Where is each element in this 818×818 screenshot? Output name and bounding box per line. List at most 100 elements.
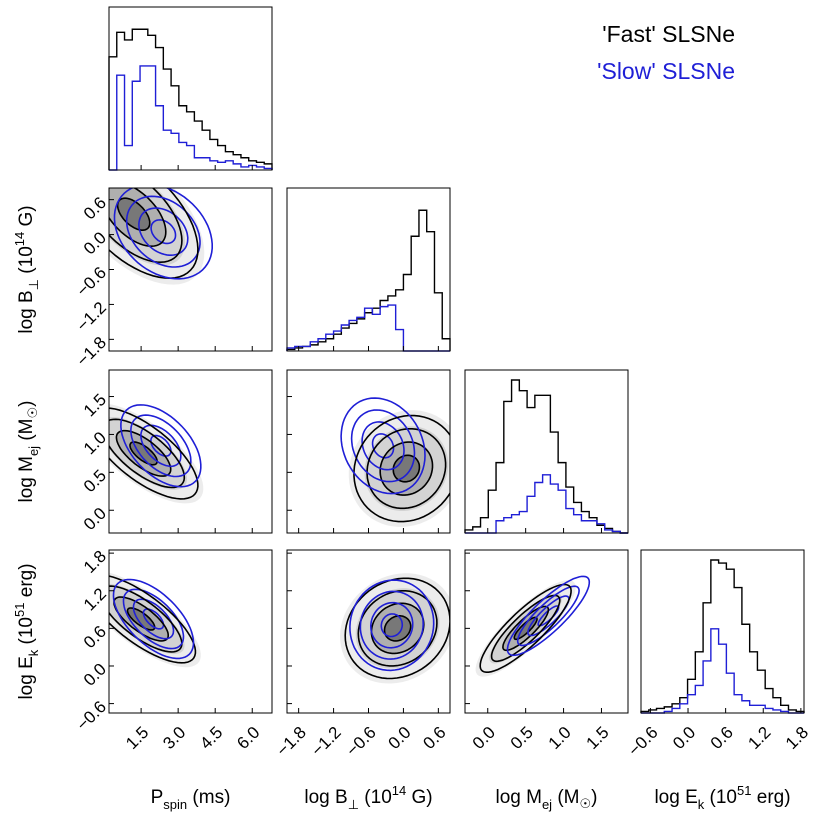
legend-item-1: 'Slow' SLSNe: [597, 58, 735, 84]
contour-slow: [506, 575, 591, 657]
x-tick-label: 0.0: [669, 723, 699, 753]
panel-frame-1-1: [286, 187, 451, 352]
contour-slow: [132, 598, 175, 640]
y-tick-label: 1.8: [80, 547, 110, 577]
contour-fast: [109, 188, 199, 280]
axis-label-part: 14: [12, 232, 27, 246]
axis-label-part: ⊥: [348, 797, 359, 812]
axis-label-part: (ms): [187, 787, 230, 808]
contours-p-b: [109, 188, 213, 280]
x-tick-label: 1.8: [782, 723, 812, 753]
x-tick-label: 0.0: [469, 723, 499, 753]
density-p-b: [109, 188, 205, 285]
axis-label-part: log B: [16, 290, 37, 333]
axis-label-part: erg): [16, 563, 37, 602]
panel-frame-0-0: [108, 6, 273, 171]
x-tick-label: −0.6: [624, 723, 661, 760]
panel-frame-2-0: [108, 369, 273, 534]
contour-layer: [109, 188, 591, 680]
contours-m-e: [479, 575, 591, 673]
contour-fast: [353, 414, 450, 523]
x-tick-label: −1.8: [273, 723, 310, 760]
contour-slow: [112, 578, 195, 660]
contour-fast: [366, 428, 447, 510]
axis-label-part: k: [698, 797, 705, 812]
axis-label-part: (10: [16, 617, 37, 650]
axis-label-part: log M: [495, 787, 541, 808]
y-tick-label: 1.5: [80, 390, 110, 420]
y-axis-label-m: log Mej (M☉): [16, 400, 41, 502]
y-tick-label: 0.6: [80, 622, 110, 652]
contours-p-m: [109, 404, 202, 500]
axis-label-part: erg): [751, 787, 790, 808]
axis-label-part: log E: [16, 656, 37, 699]
y-tick-label: 0.0: [80, 504, 110, 534]
y-tick-label: 0.5: [80, 466, 110, 496]
axis-label-part: G): [406, 787, 432, 808]
x-tick-label: 0.5: [507, 723, 537, 753]
contour-slow: [138, 207, 189, 256]
density-b-e: [340, 573, 450, 684]
contour-fast: [490, 594, 561, 663]
axis-label-part: G): [16, 205, 37, 231]
legend: 'Fast' SLSNe 'Slow' SLSNe: [597, 21, 735, 84]
y-axis-label-e: log Ek (1051 erg): [12, 563, 41, 699]
legend-item-0: 'Fast' SLSNe: [602, 21, 735, 47]
x-tick-label: 1.2: [744, 723, 774, 753]
axis-label-part: (M: [16, 418, 37, 445]
axis-label-part: (10: [16, 246, 37, 279]
contour-fast: [109, 575, 197, 664]
contour-slow: [369, 601, 414, 649]
axis-label-part: ⊥: [26, 279, 41, 290]
y-axis-label-b: log B⊥ (1014 G): [12, 205, 41, 333]
y-tick-label: 0.0: [80, 660, 110, 690]
axis-label-part: 14: [392, 783, 406, 798]
x-tick-label: 1.5: [583, 723, 613, 753]
density-level: [384, 615, 411, 641]
contour-slow: [380, 613, 404, 638]
panel-frame-3-3: [640, 549, 805, 714]
contour-slow: [122, 588, 185, 650]
density-p-e: [109, 572, 201, 668]
contour-fast: [392, 454, 421, 483]
y-tick-label: −0.6: [73, 697, 110, 734]
axis-label-part: log B: [304, 787, 347, 808]
histogram-m-fast: [464, 379, 628, 534]
x-tick-label: 1.0: [545, 723, 575, 753]
histogram-b-fast: [286, 209, 451, 351]
histogram-p-slow: [109, 65, 273, 171]
histogram-e-slow: [641, 628, 804, 714]
axis-label-part: log M: [16, 456, 37, 502]
axis-label-part: (10: [359, 787, 392, 808]
y-tick-label: −0.6: [73, 263, 110, 300]
contour-slow: [113, 188, 213, 280]
contours-b-m: [340, 397, 450, 523]
x-axis-label-m: log Mej (M☉): [495, 787, 597, 812]
contour-slow: [350, 409, 416, 483]
contour-slow: [120, 404, 202, 488]
panel-frame-3-2: [464, 549, 629, 714]
x-axis-label-p: Pspin (ms): [151, 787, 231, 812]
contour-slow: [142, 608, 165, 630]
histogram-layer: [108, 28, 805, 714]
x-tick-label: 1.5: [122, 723, 152, 753]
density-m-e: [475, 580, 576, 677]
panel-frame-3-0: [108, 549, 273, 714]
contour-fast: [109, 418, 186, 489]
axis-label-part: 51: [737, 783, 751, 798]
x-axis-label-b: log B⊥ (1014 G): [304, 783, 432, 812]
axis-label-part: ej: [26, 446, 41, 456]
contour-slow: [130, 414, 192, 478]
x-axis-label-e: log Ek (1051 erg): [654, 783, 790, 812]
x-tick-label: −0.6: [343, 723, 380, 760]
y-tick-label: 0.0: [80, 228, 110, 258]
x-tick-label: −1.2: [308, 723, 345, 760]
panel-frame-2-2: [464, 369, 629, 534]
x-tick-label: 0.6: [707, 723, 737, 753]
contour-fast: [126, 607, 156, 631]
contour-slow: [140, 424, 182, 468]
contour-fast: [115, 429, 172, 477]
axis-label-part: ej: [542, 797, 552, 812]
contour-slow: [340, 397, 426, 495]
